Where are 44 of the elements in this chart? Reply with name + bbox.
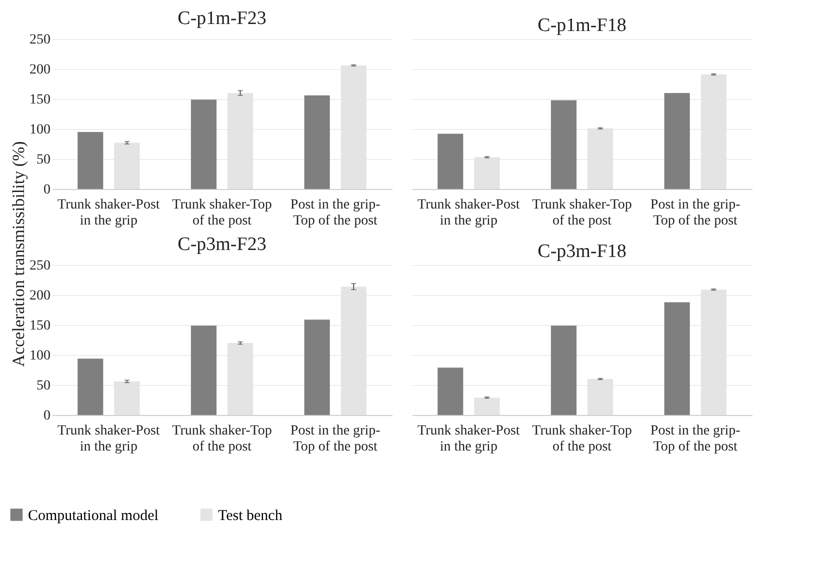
chart-title: C-p3m-F23	[178, 234, 266, 255]
y-tick-label: 200	[30, 62, 50, 78]
y-tick-label: 250	[30, 258, 50, 274]
x-tick-label: Trunk shaker-Post in the grip	[418, 424, 520, 454]
y-tick-label: 50	[36, 152, 50, 168]
y-tick-label: 0	[44, 408, 50, 424]
x-tick-label: Post in the grip-Top of the post	[290, 198, 381, 228]
bar	[664, 302, 690, 415]
x-tick-label: Trunk shaker-Top of the post	[172, 198, 272, 228]
bar	[190, 326, 217, 415]
y-tick-label: 50	[36, 378, 50, 394]
y-tick-label: 100	[30, 122, 50, 138]
chart-title: C-p3m-F18	[538, 241, 626, 262]
x-tick-label: Trunk shaker-Top of the post	[532, 198, 632, 228]
legend-label: Computational model	[28, 508, 158, 524]
bar	[304, 95, 330, 189]
y-tick-label: 100	[30, 348, 50, 364]
x-tick-label: Trunk shaker-Post in the grip	[58, 198, 160, 228]
chart-title: C-p1m-F18	[538, 15, 626, 36]
x-tick-label: Trunk shaker-Top of the post	[172, 424, 272, 454]
y-tick-label: 150	[30, 92, 50, 108]
bar	[664, 93, 690, 189]
x-tick-label: Post in the grip-Top of the post	[650, 198, 741, 228]
bar	[438, 134, 464, 189]
x-tick-label: Post in the grip-Top of the post	[290, 424, 381, 454]
y-tick-label: 250	[30, 32, 50, 48]
bar	[78, 358, 104, 415]
y-axis-title: Acceleration transmissibility (%)	[9, 141, 28, 367]
bar	[78, 132, 104, 189]
bar	[550, 100, 577, 189]
x-tick-label: Post in the grip-Top of the post	[650, 424, 741, 454]
bar	[438, 368, 464, 415]
bar	[190, 100, 217, 189]
y-tick-label: 0	[44, 182, 50, 198]
y-tick-label: 200	[30, 288, 50, 304]
legend-label: Test bench	[218, 508, 283, 524]
x-tick-label: Trunk shaker-Post in the grip	[58, 424, 160, 454]
y-tick-label: 150	[30, 318, 50, 334]
bar	[304, 320, 330, 415]
x-tick-label: Trunk shaker-Top of the post	[532, 424, 632, 454]
bar	[550, 326, 577, 415]
chart-title: C-p1m-F23	[178, 8, 266, 29]
bar	[474, 398, 500, 415]
x-tick-label: Trunk shaker-Post in the grip	[418, 198, 520, 228]
